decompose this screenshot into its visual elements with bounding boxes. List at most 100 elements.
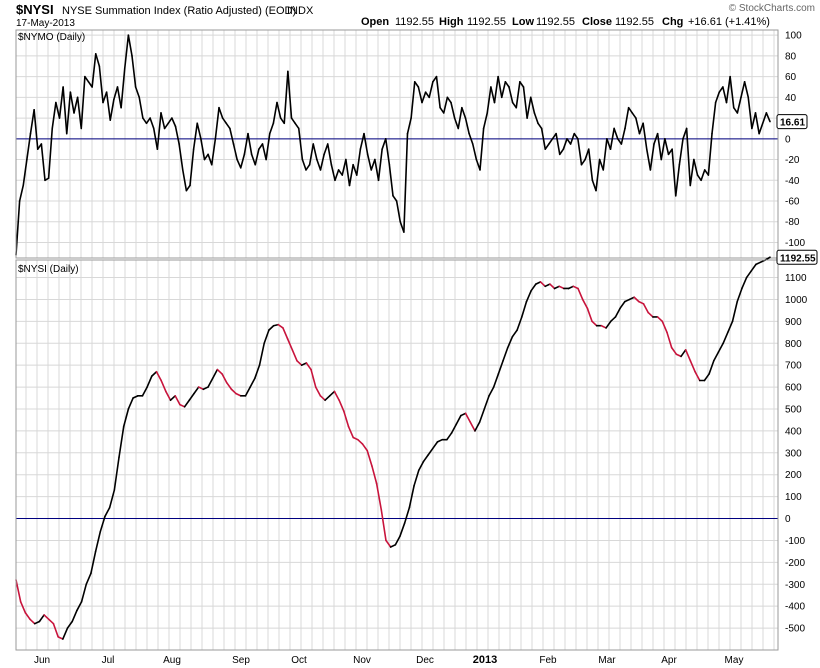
series-segment [196,122,202,140]
series-segment [522,86,528,119]
series-segment [584,148,590,161]
series-segment [314,386,322,397]
series-segment [43,614,50,621]
series-segment [511,329,518,338]
series-segment [537,122,543,130]
series-segment [29,109,35,135]
series-segment [403,132,409,233]
series-segment [577,287,584,301]
series-segment [366,153,373,171]
series-segment [506,335,514,349]
series-segment [649,143,655,171]
nysi-last-value: 1192.55 [780,253,816,264]
series-segment [235,392,242,397]
series-segment [232,143,238,161]
series-segment [656,316,664,323]
series-segment [761,112,768,125]
series-segment [361,443,369,452]
chg-label: Chg [662,16,683,28]
series-segment [216,368,223,375]
stockcharts-watermark: © StockCharts.com [729,3,815,14]
nysi-panel-title: $NYSI (Daily) [18,264,79,275]
series-segment [508,86,514,104]
series-segment [689,158,695,187]
series-segment [745,270,753,279]
series-segment [250,153,257,166]
nysi-y-axis: 110010009008007006005004003002001000-100… [785,273,808,635]
series-segment [743,81,750,99]
series-segment [305,163,311,171]
series-segment [375,482,383,511]
y-tick-label: -100 [785,536,805,547]
nymo-series-line [15,34,771,256]
series-segment [478,408,486,423]
series-segment [203,153,209,161]
series-segment [624,106,630,130]
series-segment [207,377,214,388]
nysi-series-line [15,256,771,640]
series-segment [600,324,607,329]
series-segment [163,122,170,130]
series-segment [374,158,380,182]
series-segment [165,390,172,402]
series-segment [99,515,106,533]
series-segment [627,106,634,114]
series-segment [591,320,598,327]
series-segment [348,163,354,187]
series-segment [526,96,532,119]
series-segment [108,489,116,509]
series-segment [178,143,184,171]
series-segment [693,158,699,176]
series-segment [261,143,267,161]
series-segment [674,163,681,197]
series-segment [469,421,476,432]
series-segment [244,386,251,397]
series-segment [254,148,260,166]
series-segment [479,127,485,171]
series-segment [488,386,495,397]
series-segment [247,132,253,156]
series-segment [515,81,521,109]
y-tick-label: 300 [785,448,802,459]
series-segment [461,106,467,119]
series-segment [633,296,640,303]
series-segment [167,117,173,125]
series-segment [450,101,456,119]
series-segment [609,316,617,323]
series-segment [300,362,308,366]
series-segment [474,421,481,432]
series-segment [708,359,715,375]
y-tick-label: 700 [785,361,802,372]
series-segment [540,127,547,150]
quote-readout: Open 1192.55 High 1192.55 Low 1192.55 Cl… [361,16,770,28]
series-segment [249,377,256,388]
series-segment [197,386,205,391]
x-tick-label: Sep [232,655,250,666]
series-segment [33,109,39,150]
high-label: High [439,16,464,28]
series-segment [341,158,347,176]
open-label: Open [361,16,389,28]
series-segment [141,386,148,397]
series-segment [160,112,166,130]
series-segment [84,75,90,83]
series-segment [638,300,645,305]
series-segment [747,96,753,130]
series-segment [15,200,21,256]
series-segment [598,158,605,171]
open-value: 1192.55 [395,16,434,28]
series-segment [85,572,92,586]
y-tick-label: -100 [785,238,805,249]
series-segment [529,96,536,114]
series-segment [502,346,509,362]
y-tick-label: 500 [785,404,802,415]
series-segment [263,329,270,345]
series-segment [544,143,550,150]
series-segment [52,622,59,638]
header-symbol: $NYSI [16,2,54,17]
series-segment [80,583,88,603]
series-segment [94,53,101,68]
series-segment [727,320,734,334]
series-segment [239,153,246,169]
